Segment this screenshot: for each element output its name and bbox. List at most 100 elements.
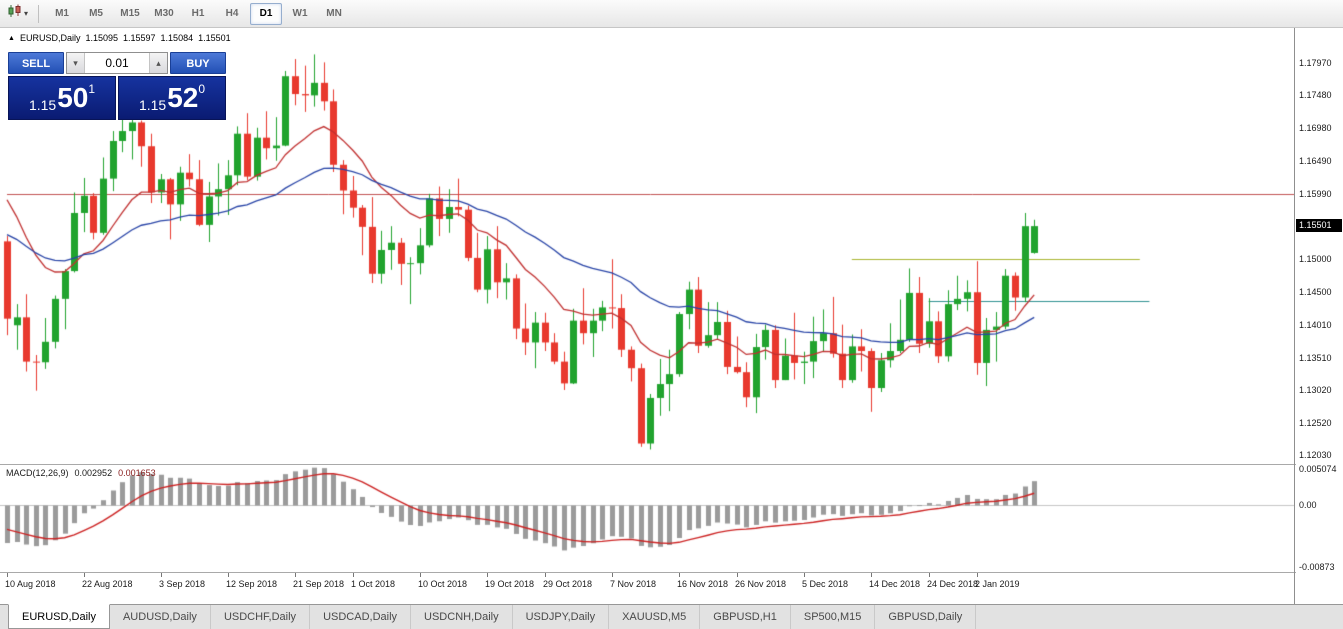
- date-tick-mark: [487, 573, 488, 577]
- chart-tab-audusd-daily[interactable]: AUDUSD,Daily: [110, 605, 211, 629]
- timeframe-m15[interactable]: M15: [120, 7, 140, 19]
- price-axis-label: 1.13020: [1299, 385, 1332, 395]
- chevron-down-icon: ▾: [24, 8, 29, 18]
- price-axis-label: 1.16980: [1299, 123, 1332, 134]
- date-tick-mark: [295, 573, 296, 577]
- date-tick-mark: [420, 573, 421, 577]
- toolbar-separator: [38, 4, 40, 23]
- date-axis-label: 29 Oct 2018: [543, 579, 593, 589]
- date-axis-label: 24 Dec 2018: [927, 579, 979, 589]
- macd-bottom-divider: [0, 572, 1343, 573]
- price-axis-label: 1.12030: [1299, 450, 1332, 461]
- timeframe-m5[interactable]: M5: [89, 7, 103, 19]
- date-axis-label: 19 Oct 2018: [485, 579, 535, 589]
- buy-price-big: 52: [167, 82, 199, 113]
- date-axis-label: 14 Dec 2018: [869, 579, 921, 589]
- date-axis[interactable]: 10 Aug 2018 22 Aug 2018 3 Sep 2018 12 Sep 2…: [0, 573, 1294, 604]
- bottom-tabs: EURUSD,Daily AUDUSD,Daily USDCHF,Daily USDC…: [0, 604, 1343, 629]
- date-tick-mark: [977, 573, 978, 577]
- date-axis-label: 26 Nov 2018: [735, 579, 787, 589]
- volume-input[interactable]: 0.01: [105, 56, 129, 70]
- price-axis-label: 1.13510: [1299, 352, 1332, 363]
- chart-tab-usdcad-daily[interactable]: USDCAD,Daily: [310, 605, 412, 629]
- date-tick-mark: [737, 573, 738, 577]
- volume-increase-button[interactable]: ▴: [149, 53, 167, 73]
- buy-price-prefix: 1.15: [138, 97, 167, 113]
- date-tick-mark: [804, 573, 805, 577]
- chart-tab-usdchf-daily[interactable]: USDCHF,Daily: [211, 605, 311, 629]
- chart-tab-sp500-m15[interactable]: SP500,M15: [791, 605, 876, 629]
- timeframe-m1[interactable]: M1: [55, 7, 69, 19]
- buy-price-display[interactable]: 1.15 52 0: [118, 76, 226, 120]
- sell-price-prefix: 1.15: [28, 97, 57, 113]
- timeframe-m30[interactable]: M30: [154, 7, 174, 19]
- date-tick-mark: [612, 573, 613, 577]
- ohlc-close: 1.15501: [198, 33, 231, 43]
- buy-price-sup: 0: [198, 82, 206, 96]
- chart-subwindow-divider[interactable]: [0, 464, 1343, 465]
- date-axis-label: 16 Nov 2018: [677, 579, 729, 589]
- date-axis-label: 10 Aug 2018: [5, 579, 56, 589]
- price-axis-label: 1.17480: [1299, 90, 1332, 101]
- date-tick-mark: [84, 573, 85, 577]
- chart-tab-gbpusd-daily[interactable]: GBPUSD,Daily: [875, 605, 977, 629]
- chart-tab-eurusd-daily[interactable]: EURUSD,Daily: [8, 604, 110, 629]
- date-tick-mark: [161, 573, 162, 577]
- timeframe-h4[interactable]: H4: [225, 7, 239, 19]
- macd-indicator-canvas[interactable]: [0, 465, 1294, 572]
- sell-button[interactable]: SELL: [8, 52, 64, 74]
- timeframe-d1[interactable]: D1: [250, 2, 283, 25]
- date-axis-label: 2 Jan 2019: [975, 579, 1020, 589]
- chart-type-button[interactable]: ▾: [5, 2, 31, 25]
- one-click-toggle-icon[interactable]: ▲: [8, 34, 15, 42]
- one-click-trading-panel: SELL ▾ 0.01 ▴ BUY 1.15 50 1 1.15 52 0: [8, 52, 226, 120]
- price-axis-label: 1.16490: [1299, 155, 1332, 166]
- ohlc-open: 1.15095: [85, 33, 118, 43]
- date-tick-mark: [871, 573, 872, 577]
- sell-price-display[interactable]: 1.15 50 1: [8, 76, 116, 120]
- macd-value-signal: 0.001653: [118, 468, 156, 478]
- timeframe-toolbar: ▾ M1 M5 M15 M30 H1 H4 D1 W1 MN: [0, 0, 1343, 28]
- date-tick-mark: [929, 573, 930, 577]
- macd-header: MACD(12,26,9) 0.002952 0.001653: [6, 468, 156, 478]
- ohlc-low: 1.15084: [160, 33, 194, 43]
- price-axis-divider: [1294, 28, 1295, 604]
- macd-axis-label: 0.005074: [1299, 463, 1337, 474]
- volume-stepper: ▾ 0.01 ▴: [66, 52, 168, 74]
- price-axis-label: 1.17970: [1299, 58, 1332, 68]
- price-axis-label: 1.15000: [1299, 254, 1332, 265]
- chart-tab-xauusd-m5[interactable]: XAUUSD,M5: [609, 605, 701, 629]
- date-axis-label: 3 Sep 2018: [159, 579, 206, 589]
- date-axis-label: 10 Oct 2018: [418, 579, 468, 589]
- macd-axis-label: -0.00873: [1299, 561, 1335, 572]
- price-axis-label: 1.14010: [1299, 319, 1332, 330]
- ohlc-high: 1.15597: [123, 33, 156, 43]
- date-axis-label: 21 Sep 2018: [293, 579, 345, 589]
- chart-ohlc-header: ▲ EURUSD,Daily 1.15095 1.15597 1.15084 1…: [8, 33, 231, 43]
- sell-price-big: 50: [57, 82, 89, 113]
- timeframe-h1[interactable]: H1: [191, 7, 205, 19]
- price-axis-label: 1.15990: [1299, 188, 1332, 199]
- date-tick-mark: [353, 573, 354, 577]
- chart-tab-usdjpy-daily[interactable]: USDJPY,Daily: [513, 605, 610, 629]
- macd-label: MACD(12,26,9): [6, 468, 69, 478]
- date-tick-mark: [228, 573, 229, 577]
- date-axis-label: 22 Aug 2018: [82, 579, 133, 589]
- sell-price-sup: 1: [88, 82, 96, 96]
- price-axis[interactable]: 1.17970 1.17480 1.16980 1.16490 1.15990 1.150…: [1296, 28, 1343, 604]
- chart-symbol-label: EURUSD,Daily: [19, 33, 81, 43]
- buy-button[interactable]: BUY: [170, 52, 226, 74]
- candlestick-chart-icon: [8, 4, 22, 23]
- date-axis-label: 1 Oct 2018: [351, 579, 396, 589]
- volume-decrease-button[interactable]: ▾: [67, 53, 85, 73]
- chart-tab-usdcnh-daily[interactable]: USDCNH,Daily: [411, 605, 513, 629]
- timeframe-w1[interactable]: W1: [292, 7, 308, 19]
- date-axis-label: 7 Nov 2018: [610, 579, 657, 589]
- timeframe-mn[interactable]: MN: [326, 7, 342, 19]
- price-axis-label: 1.14500: [1299, 287, 1332, 298]
- chart-tab-gbpusd-h1[interactable]: GBPUSD,H1: [700, 605, 791, 629]
- timeframe-buttons: M1 M5 M15 M30 H1 H4 D1 W1 MN: [46, 2, 350, 25]
- date-axis-label: 5 Dec 2018: [802, 579, 849, 589]
- date-tick-mark: [7, 573, 8, 577]
